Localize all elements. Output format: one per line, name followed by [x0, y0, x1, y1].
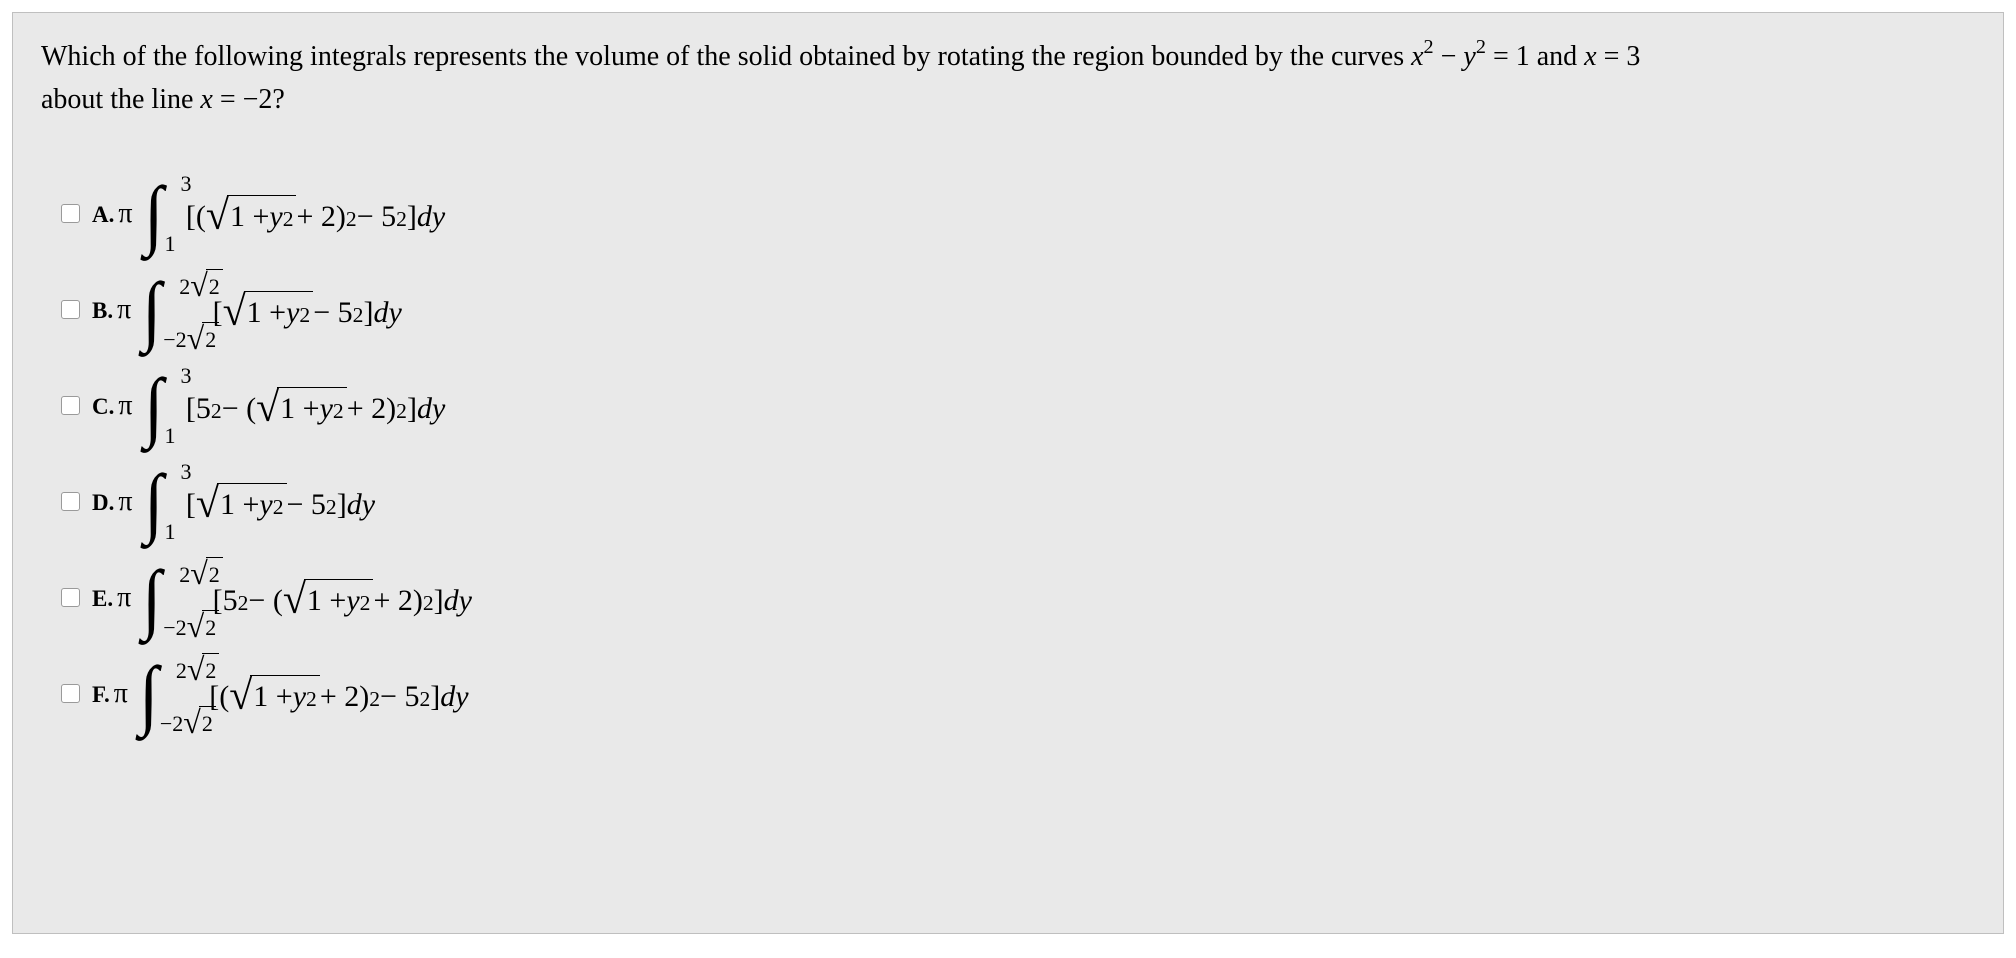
choice-C-formula: ∫31 [52 − (√1 + y2 + 2)2] dy — [143, 371, 446, 441]
integral-upper-limit: 3 — [181, 461, 192, 483]
pi-symbol: π — [118, 486, 132, 518]
question-panel: Which of the following integrals represe… — [12, 12, 2004, 934]
integrand: [52 − (√1 + y2 + 2)2] dy — [186, 387, 445, 424]
integral-lower-limit: 1 — [165, 233, 176, 255]
pi-symbol: π — [114, 678, 128, 710]
question-equation-2: x = 3 — [1584, 41, 1640, 72]
pi-symbol: π — [117, 294, 131, 326]
integral-upper-limit: 2√2 — [179, 269, 223, 298]
choice-E-label: E.π — [92, 582, 131, 614]
integral-symbol: ∫2√2−2√2 — [141, 563, 162, 633]
choice-B: B.π ∫2√2−2√2 [√1 + y2 − 52] dy — [61, 262, 1975, 358]
choice-D-checkbox[interactable] — [61, 492, 80, 511]
integral-lower-limit: −2√2 — [163, 610, 219, 639]
choice-C: C.π ∫31 [52 − (√1 + y2 + 2)2] dy — [61, 358, 1975, 454]
choice-E: E.π ∫2√2−2√2 [52 − (√1 + y2 + 2)2] dy — [61, 550, 1975, 646]
integrand: [(√1 + y2 + 2)2 − 52] dy — [186, 195, 445, 232]
choice-D-label: D.π — [92, 486, 133, 518]
question-equation-1: x2 − y2 = 1 — [1411, 41, 1530, 72]
choice-F-formula: ∫2√2−2√2 [(√1 + y2 + 2)2 − 52] dy — [138, 659, 469, 729]
integral-symbol: ∫2√2−2√2 — [138, 659, 159, 729]
choice-A-formula: ∫31 [(√1 + y2 + 2)2 − 52] dy — [143, 179, 446, 249]
integral-symbol: ∫2√2−2√2 — [141, 275, 162, 345]
choice-A-checkbox[interactable] — [61, 204, 80, 223]
pi-symbol: π — [118, 390, 132, 422]
choice-A-label: A.π — [92, 198, 133, 230]
choice-D: D.π ∫31 [√1 + y2 − 52] dy — [61, 454, 1975, 550]
choice-E-formula: ∫2√2−2√2 [52 − (√1 + y2 + 2)2] dy — [141, 563, 472, 633]
choice-F-checkbox[interactable] — [61, 684, 80, 703]
choice-C-checkbox[interactable] — [61, 396, 80, 415]
choice-B-label: B.π — [92, 294, 131, 326]
choice-F: F.π ∫2√2−2√2 [(√1 + y2 + 2)2 − 52] dy — [61, 646, 1975, 742]
choice-B-checkbox[interactable] — [61, 300, 80, 319]
pi-symbol: π — [118, 198, 132, 230]
question-fragment-2: and — [1537, 41, 1584, 72]
integral-lower-limit: −2√2 — [163, 322, 219, 351]
integrand: [√1 + y2 − 52] dy — [186, 483, 375, 520]
choice-F-label: F.π — [92, 678, 128, 710]
integral-lower-limit: 1 — [165, 425, 176, 447]
choices-list: A.π ∫31 [(√1 + y2 + 2)2 − 52] dy B.π ∫2√2−2√… — [61, 166, 1975, 742]
integrand: [(√1 + y2 + 2)2 − 52] dy — [209, 675, 468, 712]
pi-symbol: π — [117, 582, 131, 614]
integrand: [√1 + y2 − 52] dy — [213, 291, 402, 328]
choice-C-label: C.π — [92, 390, 133, 422]
question-equation-3: x = −2? — [200, 84, 284, 115]
integral-upper-limit: 3 — [181, 173, 192, 195]
choice-B-formula: ∫2√2−2√2 [√1 + y2 − 52] dy — [141, 275, 402, 345]
integral-lower-limit: 1 — [165, 521, 176, 543]
choice-A: A.π ∫31 [(√1 + y2 + 2)2 − 52] dy — [61, 166, 1975, 262]
integral-symbol: ∫31 — [143, 467, 164, 537]
integral-symbol: ∫31 — [143, 371, 164, 441]
integrand: [52 − (√1 + y2 + 2)2] dy — [213, 579, 472, 616]
integral-lower-limit: −2√2 — [160, 706, 216, 735]
integral-symbol: ∫31 — [143, 179, 164, 249]
integral-upper-limit: 2√2 — [176, 653, 220, 682]
choice-D-formula: ∫31 [√1 + y2 − 52] dy — [143, 467, 376, 537]
integral-upper-limit: 3 — [181, 365, 192, 387]
question-fragment-1: Which of the following integrals represe… — [41, 41, 1411, 72]
integral-upper-limit: 2√2 — [179, 557, 223, 586]
question-fragment-3: about the line — [41, 84, 200, 115]
question-text: Which of the following integrals represe… — [41, 35, 1975, 122]
choice-E-checkbox[interactable] — [61, 588, 80, 607]
